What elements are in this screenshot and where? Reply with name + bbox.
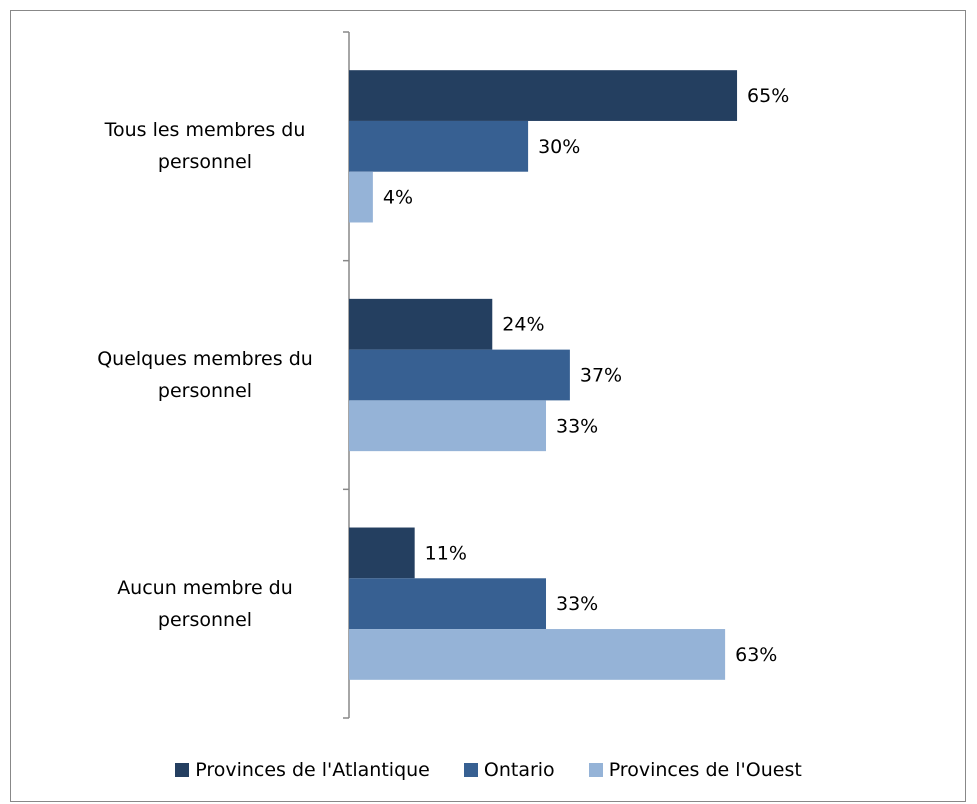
legend-item: Provinces de l'Atlantique [175, 759, 430, 781]
value-label: 65% [747, 85, 789, 107]
category-label: Tous les membres du personnel [104, 119, 306, 174]
category-label: Aucun membre du personnel [117, 576, 293, 631]
legend: Provinces de l'Atlantique Ontario Province… [0, 759, 977, 781]
legend-label: Provinces de l'Atlantique [195, 759, 430, 781]
value-label: 37% [580, 365, 622, 387]
chart-frame [10, 10, 966, 802]
value-label: 33% [556, 593, 598, 615]
legend-item: Ontario [463, 759, 555, 781]
value-label: 33% [556, 415, 598, 437]
value-label: 24% [502, 314, 544, 336]
bar [349, 400, 547, 452]
legend-label: Ontario [483, 759, 555, 781]
value-label: 63% [735, 644, 777, 666]
bar [349, 578, 547, 630]
bar [349, 527, 415, 579]
bar [349, 298, 493, 350]
bar [349, 629, 726, 680]
value-label: 11% [425, 542, 467, 564]
bar [349, 349, 570, 401]
legend-swatch [588, 763, 603, 777]
value-label: 30% [538, 136, 580, 158]
bar [349, 120, 529, 172]
legend-label: Provinces de l'Ouest [608, 759, 802, 781]
legend-swatch [175, 763, 190, 777]
bar [349, 171, 373, 223]
value-label: 4% [383, 187, 413, 209]
bar [349, 70, 738, 121]
category-label: Quelques membres du personnel [97, 348, 313, 402]
legend-item: Provinces de l'Ouest [588, 759, 802, 781]
legend-swatch [463, 763, 478, 777]
